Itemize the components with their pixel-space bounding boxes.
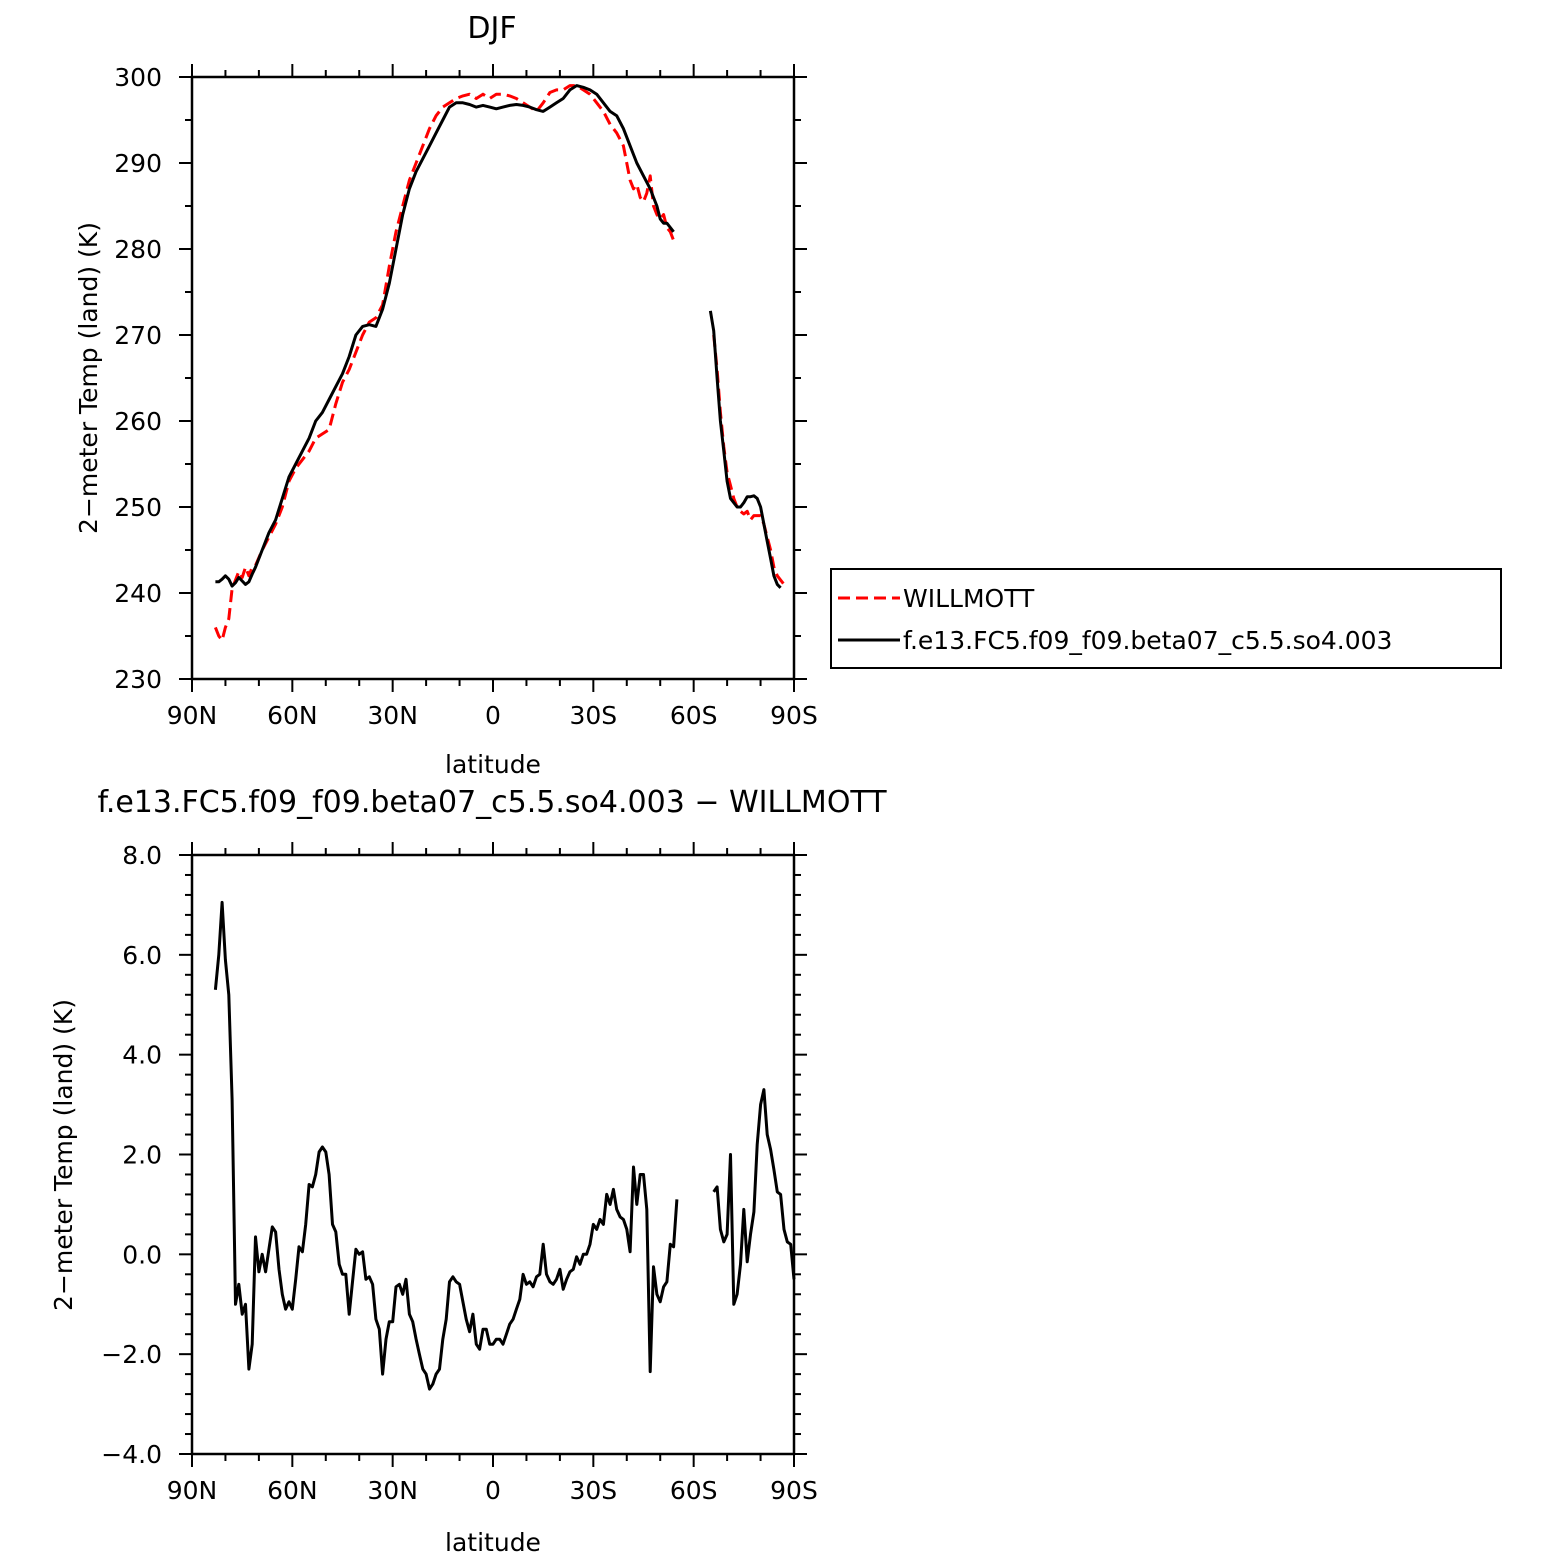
x-tick-label: 60S (670, 1476, 718, 1505)
x-tick-label: 60N (267, 701, 318, 730)
bottom-series-line-model (712, 1088, 796, 1306)
x-tick-label: 90S (770, 1476, 818, 1505)
legend: WILLMOTT f.e13.FC5.f09_f09.beta07_c5.5.s… (830, 568, 1502, 669)
x-tick-label: 30N (367, 701, 418, 730)
x-tick-label: 60N (267, 1476, 318, 1505)
top-y-axis-label: 2−meter Temp (land) (K) (74, 222, 103, 534)
bottom-chart-title: f.e13.FC5.f09_f09.beta07_c5.5.so4.003 − … (97, 785, 887, 820)
y-tick-label: 6.0 (122, 941, 162, 970)
legend-box (830, 568, 1502, 669)
x-tick-label: 30S (569, 701, 617, 730)
y-tick-label: 290 (114, 149, 162, 178)
y-tick-label: 230 (114, 665, 162, 694)
top-series-line-model (708, 310, 782, 589)
x-tick-label: 90N (167, 701, 218, 730)
legend-label-willmott: WILLMOTT (903, 584, 1035, 613)
x-tick-label: 90S (770, 701, 818, 730)
y-tick-label: 0.0 (122, 1240, 162, 1269)
bottom-series (213, 900, 796, 1391)
bottom-x-axis-label: latitude (445, 1528, 541, 1557)
x-tick-label: 30S (569, 1476, 617, 1505)
top-series-line-willmott (712, 334, 786, 586)
y-tick-label: 4.0 (122, 1041, 162, 1070)
panel-top: DJF 90N 60N 30N 0 30S 60S 90S 230 240 250 260 270 28… (74, 11, 1502, 779)
y-tick-label: 250 (114, 493, 162, 522)
bottom-series-line-model (213, 900, 679, 1391)
panel-bottom: f.e13.FC5.f09_f09.beta07_c5.5.so4.003 − … (49, 785, 887, 1557)
x-tick-label: 0 (485, 701, 501, 730)
y-tick-label: −4.0 (101, 1440, 162, 1469)
top-chart-title: DJF (467, 11, 516, 46)
y-tick-label: 8.0 (122, 841, 162, 870)
y-tick-label: 270 (114, 321, 162, 350)
top-axes: 90N 60N 30N 0 30S 60S 90S 230 240 250 260 270 280 290… (114, 63, 818, 730)
top-series-line-willmott (214, 84, 676, 642)
top-series (214, 84, 786, 642)
x-tick-label: 60S (670, 701, 718, 730)
bottom-axes: 90N 60N 30N 0 30S 60S 90S −4.0 −2.0 0.0 2.0 4.0 6.0 8… (101, 841, 818, 1505)
x-tick-label: 0 (485, 1476, 501, 1505)
y-tick-label: 2.0 (122, 1141, 162, 1170)
top-plot-frame (190, 75, 796, 681)
x-tick-label: 90N (167, 1476, 218, 1505)
bottom-y-axis-label: 2−meter Temp (land) (K) (49, 999, 78, 1311)
x-tick-label: 30N (367, 1476, 418, 1505)
y-tick-label: 260 (114, 407, 162, 436)
legend-label-model: f.e13.FC5.f09_f09.beta07_c5.5.so4.003 (903, 626, 1392, 655)
y-tick-label: −2.0 (101, 1340, 162, 1369)
y-tick-label: 280 (114, 235, 162, 264)
top-x-axis-label: latitude (445, 750, 541, 779)
y-tick-label: 240 (114, 579, 162, 608)
y-tick-label: 300 (114, 63, 162, 92)
bottom-plot-frame (190, 853, 796, 1456)
top-series-line-model (215, 84, 675, 588)
